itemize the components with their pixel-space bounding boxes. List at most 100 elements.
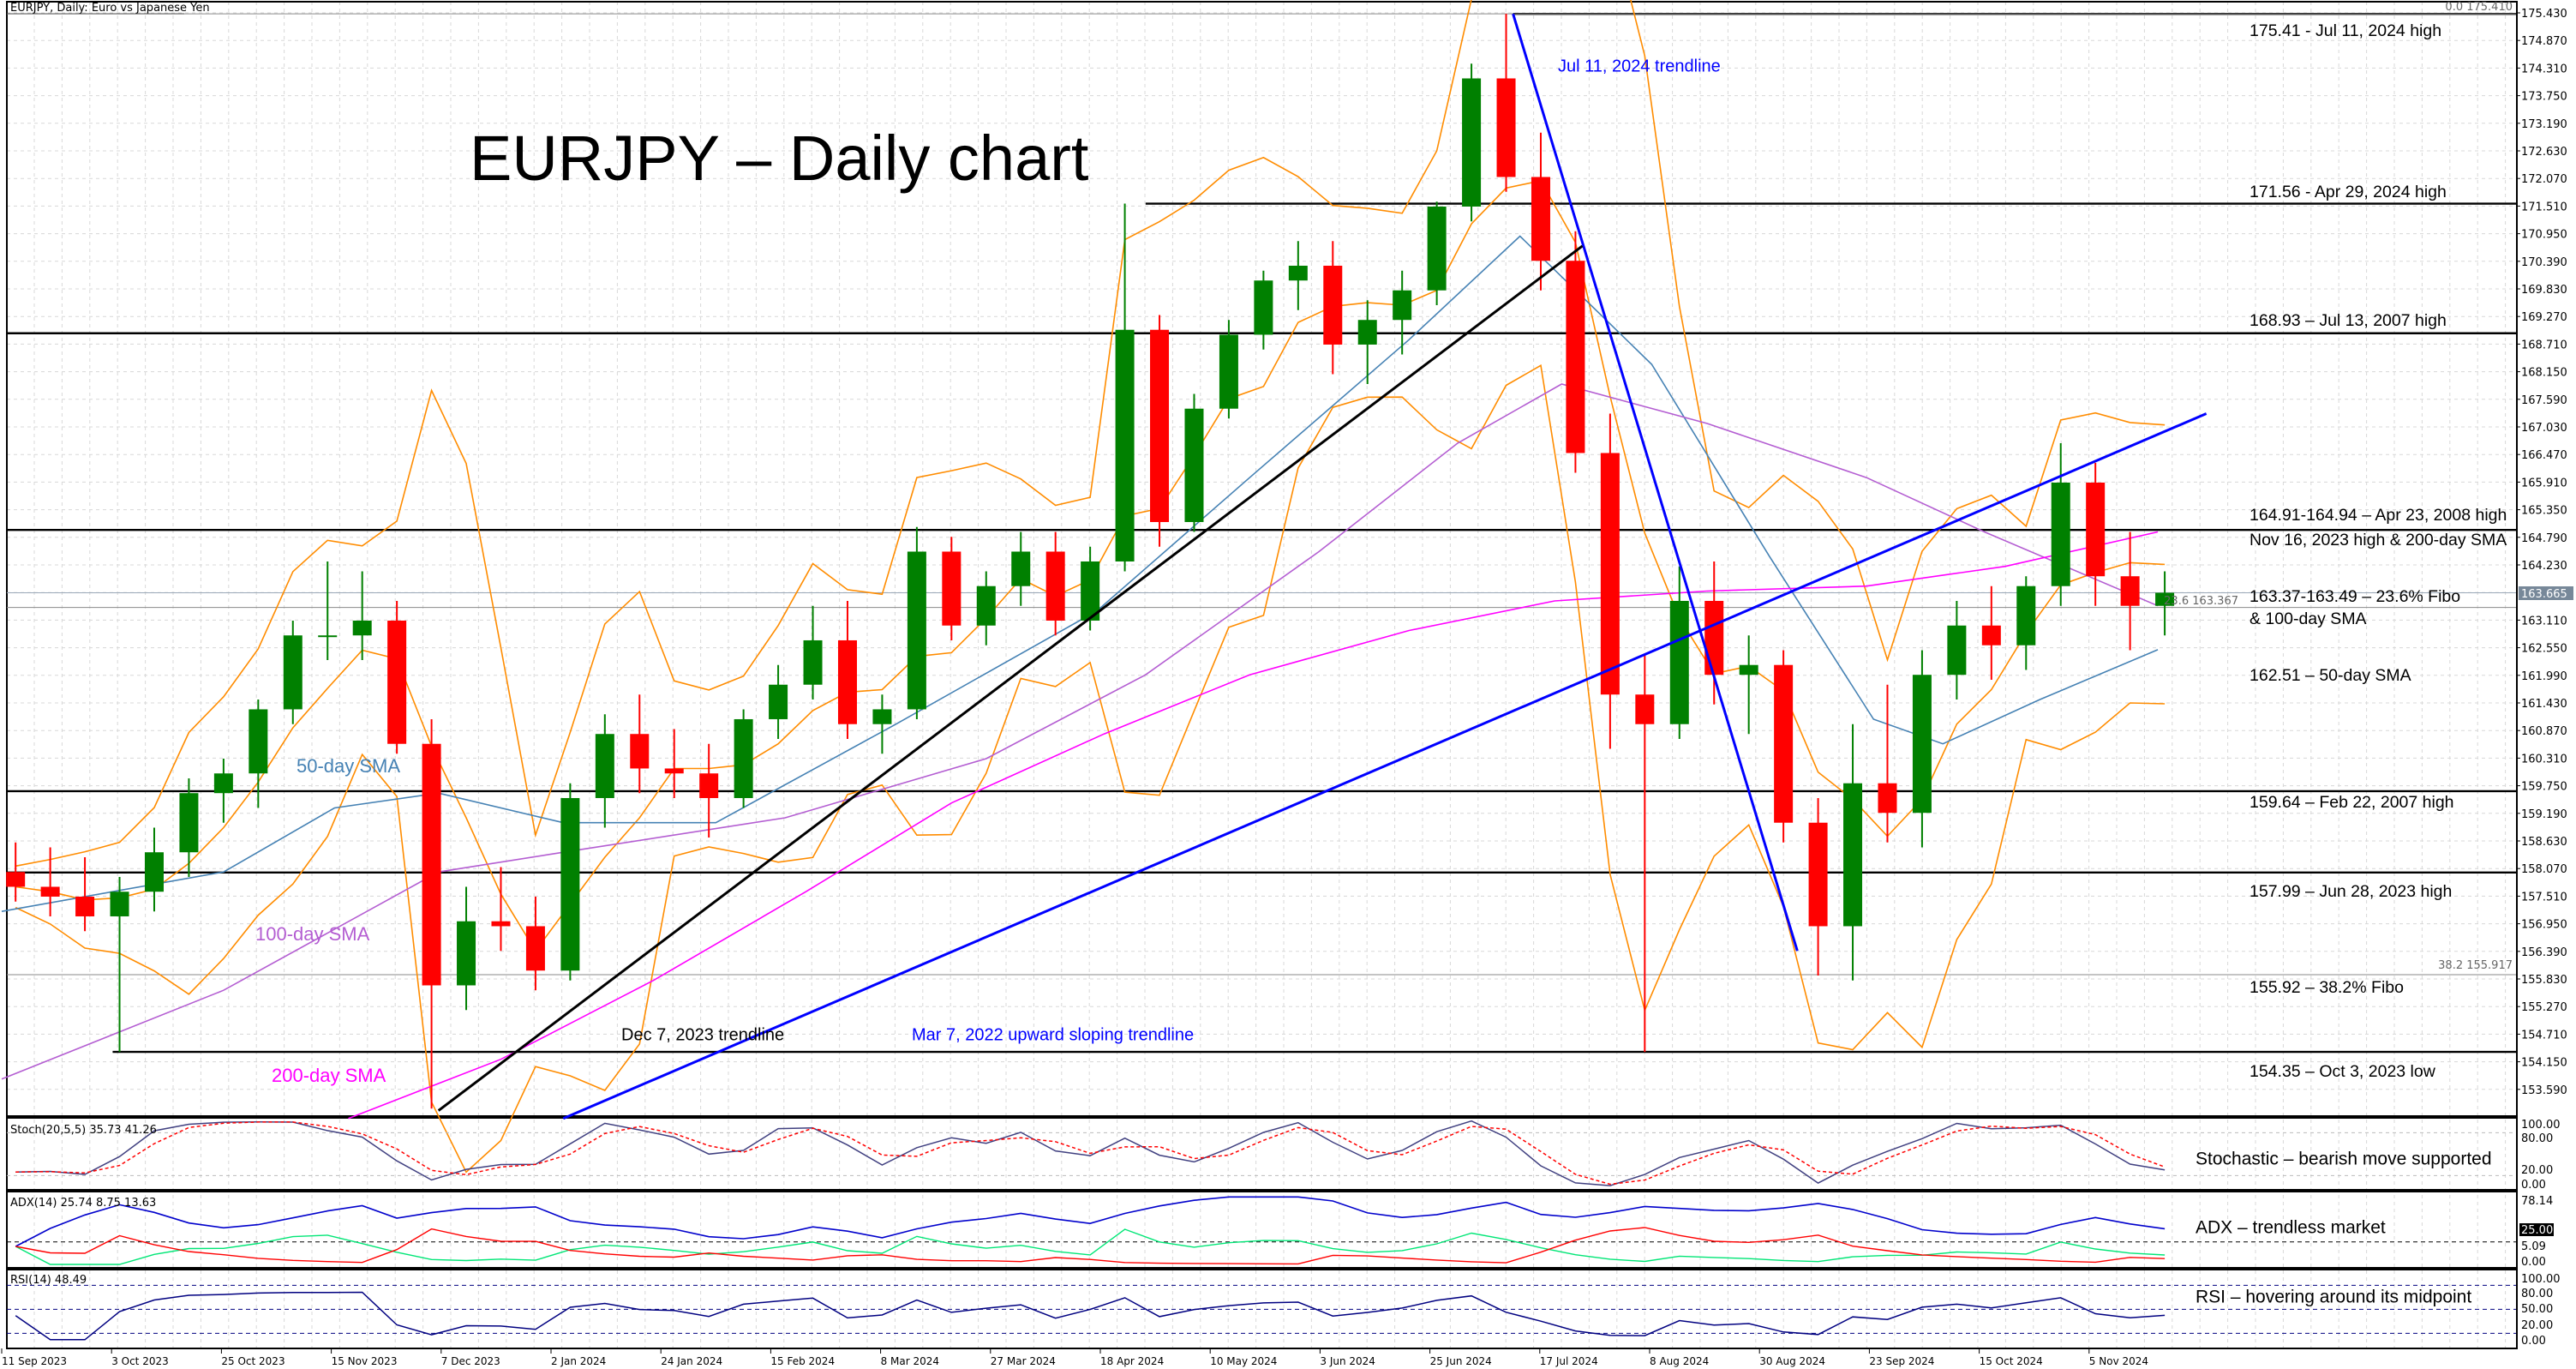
candle-bearish bbox=[75, 896, 95, 916]
time-tick-label: 15 Nov 2023 bbox=[332, 1355, 398, 1367]
candle-bearish bbox=[525, 926, 545, 971]
annotation-162-51: 162.51 – 50-day SMA bbox=[2250, 666, 2411, 685]
stoch-tick-80: 80.00 bbox=[2521, 1132, 2553, 1145]
stoch-panel-frame bbox=[6, 1117, 2518, 1191]
candle-bullish bbox=[1288, 265, 1308, 281]
candle-bearish bbox=[1531, 177, 1550, 261]
candle-bearish bbox=[2120, 576, 2140, 606]
price-tick-label: 154.710 bbox=[2521, 1029, 2567, 1042]
time-tick-label: 7 Dec 2023 bbox=[441, 1355, 500, 1367]
current-price: 163.665 bbox=[2521, 588, 2567, 601]
candle-bullish bbox=[803, 639, 823, 685]
price-tick-label: 161.430 bbox=[2521, 698, 2567, 711]
sma100-line bbox=[1, 383, 2159, 1080]
candle-bullish bbox=[1081, 561, 1100, 621]
candle-bullish bbox=[179, 793, 199, 853]
price-tick-label: 168.150 bbox=[2521, 367, 2567, 380]
candle-bullish bbox=[1393, 290, 1412, 321]
time-tick-label: 23 Sep 2024 bbox=[1869, 1355, 1934, 1367]
candle-bullish bbox=[283, 635, 303, 710]
time-tick-label: 15 Oct 2024 bbox=[1980, 1355, 2043, 1367]
price-tick-label: 174.870 bbox=[2521, 35, 2567, 48]
candle-bearish bbox=[1323, 265, 1343, 345]
candle-bearish bbox=[1566, 261, 1585, 453]
fibo-label-23-6: 23.6 163.367 bbox=[2164, 595, 2238, 608]
time-tick-label: 11 Sep 2023 bbox=[2, 1355, 67, 1367]
price-axis: 175.430 174.870 174.310 173.750 173.190 172.6… bbox=[2516, 8, 2567, 1097]
rsi-panel-frame bbox=[6, 1269, 2518, 1349]
candle-bearish bbox=[1981, 625, 2001, 645]
candle-bullish bbox=[110, 892, 129, 916]
candle-bullish bbox=[1669, 600, 1689, 724]
candle-bullish bbox=[976, 585, 996, 626]
annotation-100-day-sma: & 100-day SMA bbox=[2250, 609, 2367, 628]
candle-bearish bbox=[1808, 822, 1828, 927]
jul-11-trendline bbox=[1512, 13, 1799, 952]
price-tick-label: 161.990 bbox=[2521, 670, 2567, 683]
price-tick-label: 158.630 bbox=[2521, 836, 2567, 849]
time-tick-label: 15 Feb 2024 bbox=[770, 1355, 835, 1367]
time-tick-label: 5 Nov 2024 bbox=[2089, 1355, 2148, 1367]
price-tick-label: 163.110 bbox=[2521, 615, 2567, 627]
candle-bullish bbox=[2051, 482, 2070, 586]
price-tick-label: 173.750 bbox=[2521, 91, 2567, 104]
time-tick-label: 24 Jan 2024 bbox=[661, 1355, 722, 1367]
price-tick-label: 158.070 bbox=[2521, 863, 2567, 876]
price-tick-label: 157.510 bbox=[2521, 891, 2567, 904]
price-tick-label: 165.910 bbox=[2521, 477, 2567, 489]
stoch-signal-line bbox=[15, 1121, 2166, 1186]
price-tick-label: 169.830 bbox=[2521, 284, 2567, 297]
indicator-lines bbox=[7, 1120, 2516, 1341]
candle-bearish bbox=[1045, 551, 1065, 621]
annotation-164-91: 164.91-164.94 – Apr 23, 2008 high bbox=[2250, 506, 2507, 525]
candle-bullish bbox=[907, 551, 926, 710]
rsi-tick-100: 100.00 bbox=[2521, 1273, 2561, 1286]
rsi-tick-0: 0.00 bbox=[2521, 1335, 2546, 1348]
candle-bullish bbox=[2155, 592, 2175, 606]
stoch-tick-0: 0.00 bbox=[2521, 1179, 2546, 1192]
candle-bullish bbox=[144, 852, 164, 892]
stoch-label: Stoch(20,5,5) 35.73 41.26 bbox=[10, 1124, 157, 1137]
candles bbox=[6, 14, 2175, 1109]
plus-di-line bbox=[15, 1228, 2166, 1265]
bollinger-lower bbox=[15, 364, 2166, 1174]
rsi-tick-80: 80.00 bbox=[2521, 1288, 2553, 1300]
mar-7-trendline-label: Mar 7, 2022 upward sloping trendline bbox=[912, 1025, 1194, 1044]
price-tick-label: 173.190 bbox=[2521, 118, 2567, 131]
rsi-label: RSI(14) 48.49 bbox=[10, 1274, 87, 1287]
candle-bearish bbox=[1600, 453, 1620, 695]
candle-bearish bbox=[630, 734, 650, 769]
time-tick-label: 8 Aug 2024 bbox=[1650, 1355, 1709, 1367]
candle-bullish bbox=[560, 797, 580, 971]
price-tick-label: 169.270 bbox=[2521, 311, 2567, 324]
annotation-154-35: 154.35 – Oct 3, 2023 low bbox=[2250, 1062, 2436, 1081]
candle-bullish bbox=[872, 709, 892, 724]
price-tick-label: 162.550 bbox=[2521, 643, 2567, 656]
adx-tick-max: 78.14 bbox=[2521, 1195, 2553, 1208]
candle-bullish bbox=[1427, 206, 1447, 291]
candle-bearish bbox=[422, 743, 441, 986]
annotation-159-64: 159.64 – Feb 22, 2007 high bbox=[2250, 793, 2454, 812]
fibo-label-0: 0.0 175.410 bbox=[2445, 1, 2513, 14]
time-axis: 11 Sep 2023 3 Oct 2023 25 Oct 2023 15 Nov 2… bbox=[1, 1348, 2148, 1367]
candle-bullish bbox=[352, 620, 372, 636]
candle-bullish bbox=[734, 718, 753, 798]
sma200-label: 200-day SMA bbox=[272, 1065, 386, 1086]
candle-bullish bbox=[2016, 585, 2036, 645]
candle-bearish bbox=[1704, 600, 1724, 675]
price-tick-label: 167.590 bbox=[2521, 394, 2567, 407]
adx-tick-25: 25.00 bbox=[2521, 1224, 2553, 1237]
candle-bearish bbox=[6, 872, 26, 887]
adx-label: ADX(14) 25.74 8.75 13.63 bbox=[10, 1197, 156, 1210]
rsi-line bbox=[15, 1291, 2166, 1341]
price-tick-label: 172.630 bbox=[2521, 146, 2567, 159]
price-panel-frame bbox=[6, 1, 2518, 1117]
annotation-168-93: 168.93 – Jul 13, 2007 high bbox=[2250, 311, 2447, 330]
candle-bullish bbox=[769, 684, 788, 719]
price-tick-label: 155.270 bbox=[2521, 1001, 2567, 1014]
annotation-157-99: 157.99 – Jun 28, 2023 high bbox=[2250, 882, 2452, 901]
annotation-155-92: 155.92 – 38.2% Fibo bbox=[2250, 978, 2404, 997]
candle-bearish bbox=[1635, 694, 1655, 724]
candle-bearish bbox=[699, 773, 719, 798]
